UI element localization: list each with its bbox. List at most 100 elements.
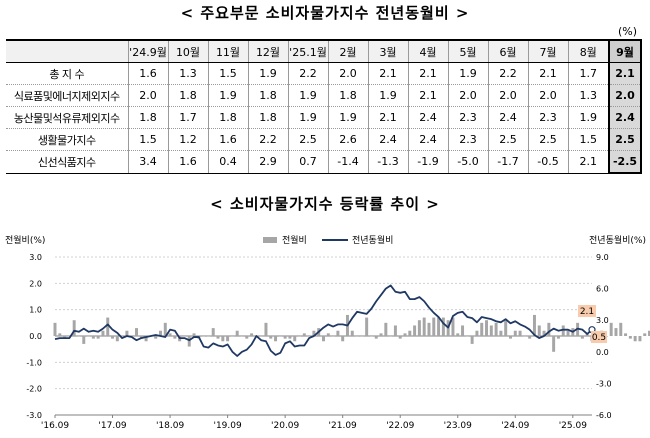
bar-mom xyxy=(566,330,570,336)
row-label: 식료품및에너지제외지수 xyxy=(6,84,128,107)
bar-mom xyxy=(489,325,493,336)
table-cell: 2.1 xyxy=(367,106,408,129)
table-header-cell: 10월 xyxy=(167,39,208,63)
table-cell: 1.5 xyxy=(127,128,168,151)
table-cell: 1.5 xyxy=(207,62,248,85)
cpi-table-body: '24.9월 10월 11월 12월 '25.1월 2월 3월 4월 5월 6월 7월 8월 9월 총 지… xyxy=(6,39,642,174)
table-cell: 2.1 xyxy=(608,62,642,85)
table-cell: 1.7 xyxy=(167,106,208,129)
table-row: 생활물가지수 1.5 1.2 1.6 2.2 2.5 2.6 2.4 2.4 2.3 2.5 2.5 1… xyxy=(6,128,642,151)
table-header-cell: 4월 xyxy=(407,39,448,63)
bar-mom xyxy=(537,325,541,336)
table-cell: 1.9 xyxy=(447,62,488,85)
bar-mom xyxy=(82,336,86,344)
bar-mom xyxy=(144,336,148,342)
annotation-bg-mom xyxy=(591,331,607,343)
table-cell: -5.0 xyxy=(447,150,488,174)
x-tick-label: '18.09 xyxy=(156,421,185,431)
table-title: < 주요부문 소비자물가지수 전년동월비 > xyxy=(180,4,470,22)
bar-mom xyxy=(513,330,517,336)
bar-mom xyxy=(494,322,498,336)
table-cell: -2.5 xyxy=(608,150,642,174)
table-row: 총 지 수 1.6 1.3 1.5 1.9 2.2 2.0 2.1 2.1 1.9 2.2 2.1 1.… xyxy=(6,62,642,85)
table-cell: 2.9 xyxy=(247,150,288,174)
bar-mom xyxy=(413,325,417,336)
table-cell: 2.4 xyxy=(367,128,408,151)
bar-mom xyxy=(614,328,618,336)
bar-mom xyxy=(312,330,316,336)
table-cell: 2.0 xyxy=(127,84,168,107)
bar-mom xyxy=(298,336,302,337)
bar-mom xyxy=(432,317,436,336)
bar-mom xyxy=(331,336,335,337)
table-cell: 2.1 xyxy=(407,84,448,107)
left-tick-label: -2.0 xyxy=(26,385,42,394)
table-cell: 2.6 xyxy=(327,128,368,151)
table-header-cell: 3월 xyxy=(367,39,408,63)
table-unit: (%) xyxy=(618,25,638,38)
bar-mom xyxy=(135,328,138,336)
table-cell: 2.0 xyxy=(447,84,488,107)
table-cell: 1.5 xyxy=(567,128,609,151)
bar-mom xyxy=(355,336,359,337)
bar-mom xyxy=(580,336,584,339)
bar-mom xyxy=(552,336,556,352)
bar-mom xyxy=(417,320,421,336)
x-tick-label: '24.09 xyxy=(501,421,530,431)
bar-mom xyxy=(374,336,378,339)
table-cell: 2.0 xyxy=(327,62,368,85)
bar-mom xyxy=(58,333,62,336)
table-cell: 1.9 xyxy=(567,106,609,129)
table-cell: 1.8 xyxy=(167,84,208,107)
table-header-row: '24.9월 10월 11월 12월 '25.1월 2월 3월 4월 5월 6월 7월 8월 9월 xyxy=(6,39,642,63)
right-tick-label: 9.0 xyxy=(596,253,609,262)
bar-mom xyxy=(259,336,263,337)
left-tick-label: 3.0 xyxy=(29,253,42,262)
table-cell: 1.9 xyxy=(287,106,328,129)
x-tick-label: '20.09 xyxy=(271,421,300,431)
table-cell: 2.1 xyxy=(407,62,448,85)
table-header-corner xyxy=(6,39,128,63)
bar-mom xyxy=(202,336,206,337)
bar-mom xyxy=(441,317,445,336)
bar-mom xyxy=(633,336,637,342)
left-tick-label: 1.0 xyxy=(29,306,42,315)
table-cell: 2.5 xyxy=(487,128,528,151)
table-cell: -1.7 xyxy=(487,150,528,174)
table-cell: 1.8 xyxy=(327,84,368,107)
bar-mom xyxy=(163,322,167,336)
bar-mom xyxy=(125,330,129,336)
bar-mom xyxy=(369,336,373,337)
row-label: 생활물가지수 xyxy=(6,128,128,151)
bar-mom xyxy=(274,336,278,342)
bar-mom xyxy=(475,330,479,336)
bar-mom xyxy=(470,336,474,344)
table-cell: 1.8 xyxy=(127,106,168,129)
table-cell: 1.9 xyxy=(207,84,248,107)
bar-mom xyxy=(528,336,532,339)
bar-mom xyxy=(240,336,244,337)
table-cell: 2.5 xyxy=(608,128,642,151)
x-tick-label: '22.09 xyxy=(386,421,415,431)
bar-mom xyxy=(389,336,393,337)
bar-mom xyxy=(216,336,220,339)
left-tick-label: 0.0 xyxy=(29,332,42,341)
bar-mom xyxy=(120,336,124,337)
bar-mom xyxy=(326,333,330,336)
bar-mom xyxy=(288,336,292,339)
right-tick-label: 3.0 xyxy=(596,316,609,325)
table-cell: 2.0 xyxy=(487,84,528,107)
chart-title: < 소비자물가지수 등락률 추이 > xyxy=(210,195,440,213)
table-cell: 2.4 xyxy=(608,106,642,129)
bar-mom xyxy=(619,322,623,336)
legend-line-label: 전년동월비 xyxy=(352,234,393,246)
table-cell: 2.1 xyxy=(567,150,609,174)
table-cell: 2.3 xyxy=(527,106,568,129)
x-tick-label: '19.09 xyxy=(213,421,242,431)
bar-mom xyxy=(67,336,71,337)
table-cell: 2.0 xyxy=(527,84,568,107)
table-header-cell: 9월 xyxy=(608,39,642,63)
table-cell: 2.5 xyxy=(287,128,328,151)
table-cell: 2.4 xyxy=(407,106,448,129)
table-cell: -1.9 xyxy=(407,150,448,174)
